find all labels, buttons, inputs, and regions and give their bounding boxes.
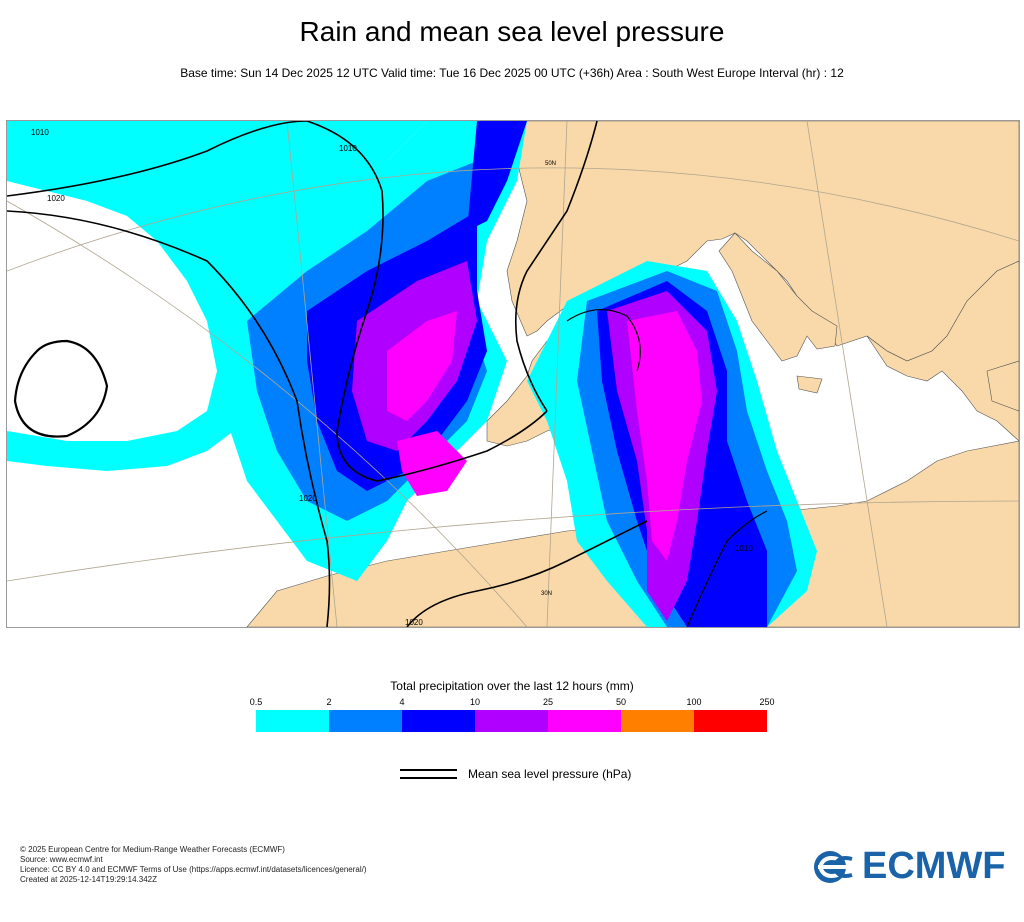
msl-legend-label: Mean sea level pressure (hPa) xyxy=(468,767,632,781)
isobar-label: 1020 xyxy=(47,194,65,203)
legend-tick: 0.5 xyxy=(249,697,263,707)
legend-tick: 4 xyxy=(399,697,405,707)
msl-legend-line xyxy=(400,769,457,771)
legend-swatch xyxy=(329,710,402,732)
precip-4-10mm xyxy=(467,121,527,231)
isobar-label: 1010 xyxy=(31,128,49,137)
legend-swatch xyxy=(402,710,475,732)
ecmwf-logo: ECMWF xyxy=(812,845,1006,888)
isobar-label: 1010 xyxy=(735,544,753,553)
land-balkans xyxy=(866,260,1019,442)
chart-subtitle: Base time: Sun 14 Dec 2025 12 UTC Valid … xyxy=(180,66,844,80)
footer-line: Licence: CC BY 4.0 and ECMWF Terms of Us… xyxy=(20,865,367,874)
msl-legend-line xyxy=(400,777,457,779)
legend-tick: 250 xyxy=(759,697,775,707)
lat-label: 50N xyxy=(545,161,556,167)
legend-title: Total precipitation over the last 12 hou… xyxy=(390,679,634,693)
footer-credits: © 2025 European Centre for Medium-Range … xyxy=(20,845,367,885)
land-italy xyxy=(718,232,838,362)
precipitation-map: 1010 1010 1020 1020 1020 1010 50N 30N xyxy=(6,120,1020,628)
isobar-low xyxy=(13,339,109,438)
logo-text: ECMWF xyxy=(862,845,1006,887)
land-sicily xyxy=(796,375,823,394)
legend-tick: 25 xyxy=(542,697,554,707)
legend-tick: 2 xyxy=(326,697,332,707)
legend-swatch xyxy=(621,710,694,732)
land-turkey xyxy=(986,360,1019,412)
footer-line: Source: www.ecmwf.int xyxy=(20,855,103,864)
ecmwf-logo-icon xyxy=(814,850,853,883)
legend-swatch xyxy=(548,710,621,732)
precip-25-50mm xyxy=(397,431,467,496)
graticule xyxy=(7,121,1019,627)
precip-25-50mm xyxy=(627,311,702,561)
legend-swatch xyxy=(256,710,329,732)
isobar-label: 1020 xyxy=(405,618,423,627)
legend-swatch xyxy=(475,710,548,732)
isobar-label: 1010 xyxy=(339,144,357,153)
legend-swatch xyxy=(694,710,767,732)
legend-colorbar xyxy=(256,710,767,732)
chart-title: Rain and mean sea level pressure xyxy=(299,16,725,47)
legend-tick: 100 xyxy=(686,697,702,707)
footer-line: Created at 2025-12-14T19:29:14.342Z xyxy=(20,875,157,884)
lat-label: 30N xyxy=(541,591,552,597)
precip-25-50mm xyxy=(387,311,457,421)
isobar-label: 1020 xyxy=(299,494,317,503)
precip-layer xyxy=(7,121,817,627)
legend-tick: 10 xyxy=(469,697,481,707)
legend-tick: 50 xyxy=(615,697,627,707)
footer-line: © 2025 European Centre for Medium-Range … xyxy=(20,845,285,854)
isobars xyxy=(7,121,768,627)
